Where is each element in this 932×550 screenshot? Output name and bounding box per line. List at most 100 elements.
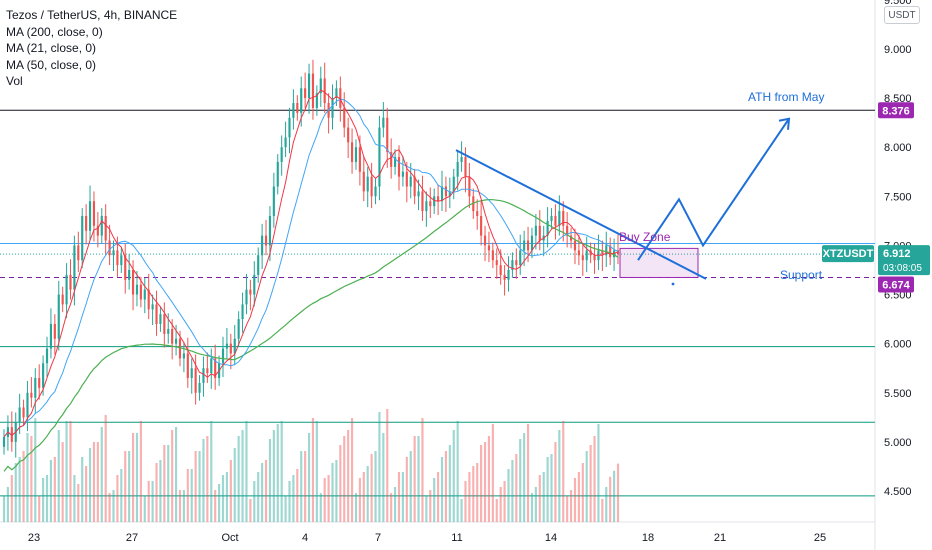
badge-support: 6.674	[878, 276, 914, 293]
volume-bar	[542, 472, 545, 522]
candle-body	[34, 378, 37, 398]
x-tick-label: 4	[302, 532, 308, 544]
legend-vol[interactable]: Vol	[6, 74, 23, 88]
volume-bar	[69, 421, 72, 522]
volume-bar	[296, 469, 299, 522]
candle-body	[206, 368, 209, 374]
volume-bar	[335, 460, 338, 522]
volume-bar	[609, 476, 612, 522]
volume-bar	[390, 493, 393, 522]
volume-bar	[605, 487, 608, 522]
candle-body	[358, 147, 361, 172]
candle-body	[233, 338, 236, 354]
candle-body	[2, 436, 6, 447]
volume-bar	[26, 433, 29, 522]
legend-title[interactable]: Tezos / TetherUS, 4h, BINANCE	[6, 8, 178, 22]
candle-body	[390, 152, 393, 167]
candle-body	[339, 88, 342, 108]
candle-body	[112, 250, 115, 256]
candle-body	[546, 220, 549, 236]
volume-bar	[425, 496, 428, 522]
candle-body	[550, 215, 553, 221]
badge-countdown: 03:08:05	[883, 263, 922, 274]
volume-bar	[538, 475, 541, 522]
candle-body	[73, 245, 76, 290]
candle-body	[378, 127, 381, 187]
volume-bar	[409, 451, 412, 522]
candle-body	[456, 161, 459, 177]
volume-bar	[45, 475, 49, 522]
volume-bar	[421, 418, 424, 522]
volume-bar	[88, 448, 92, 522]
candle-body	[104, 215, 107, 241]
volume-bar	[452, 430, 455, 522]
volume-bar	[319, 493, 322, 522]
candle-body	[61, 294, 64, 305]
volume-bar	[38, 496, 41, 522]
candle-body	[315, 93, 318, 108]
badge-symbol: XTZUSDT 6.912 03:08:05	[822, 245, 930, 276]
candle-body	[409, 176, 412, 187]
candle-body	[167, 328, 170, 334]
volume-bar	[120, 469, 123, 522]
candle-body	[131, 270, 135, 295]
candle-body	[507, 270, 510, 280]
legend-ma21[interactable]: MA (21, close, 0)	[6, 41, 97, 55]
candle-body	[88, 201, 92, 231]
volume-bar	[61, 442, 64, 522]
volume-bar	[241, 430, 244, 522]
currency-button[interactable]: USDT	[884, 6, 920, 24]
candle-body	[370, 176, 373, 197]
volume-bar	[358, 478, 361, 522]
buy-zone-box	[619, 247, 699, 278]
candle-body	[601, 250, 604, 256]
ma21-line	[3, 89, 619, 438]
candle-body	[307, 73, 311, 99]
volume-bar	[472, 466, 475, 522]
candle-body	[268, 215, 272, 246]
volume-bar	[401, 472, 404, 522]
legend-ma200[interactable]: MA (200, close, 0)	[6, 24, 103, 39]
volume-bar	[374, 451, 377, 522]
candle-body	[569, 235, 573, 241]
volume-bar	[397, 472, 401, 522]
y-tick-label: 8.500	[884, 93, 912, 105]
candle-body	[335, 88, 338, 99]
candle-body	[581, 255, 584, 261]
volume-bar	[108, 493, 111, 522]
candle-body	[483, 235, 487, 246]
volume-bar	[566, 496, 569, 522]
volume-bar	[100, 427, 103, 522]
volume-bar	[613, 470, 616, 522]
x-tick-label: 25	[814, 532, 826, 544]
volume-bar	[304, 451, 307, 522]
volume-bar	[491, 424, 494, 522]
volume-bar	[218, 484, 221, 522]
candle-body	[347, 127, 350, 143]
volume-bar	[96, 442, 99, 522]
candle-body	[30, 392, 33, 398]
volume-bar	[394, 487, 397, 522]
candle-body	[85, 215, 88, 231]
candle-body	[613, 250, 616, 258]
volume-bar	[589, 445, 592, 522]
candle-body	[589, 250, 592, 256]
volume-bar	[77, 484, 80, 522]
volume-bar	[163, 445, 166, 522]
candle-body	[45, 348, 49, 364]
volume-bar	[350, 418, 354, 522]
volume-bar	[42, 478, 45, 522]
candle-body	[526, 240, 530, 251]
candle-body	[124, 255, 127, 280]
candle-body	[296, 103, 299, 113]
candle-body	[558, 211, 561, 226]
candle-body	[120, 255, 123, 266]
volume-bar	[190, 469, 193, 522]
legend-ma50[interactable]: MA (50, close, 0)	[6, 57, 97, 72]
volume-bar	[597, 424, 600, 522]
y-tick-label: 4.500	[884, 486, 912, 498]
candle-body	[100, 215, 103, 236]
volume-bar	[440, 457, 444, 522]
